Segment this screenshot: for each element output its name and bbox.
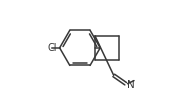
Text: N: N (127, 80, 135, 90)
Text: Cl: Cl (48, 43, 57, 53)
